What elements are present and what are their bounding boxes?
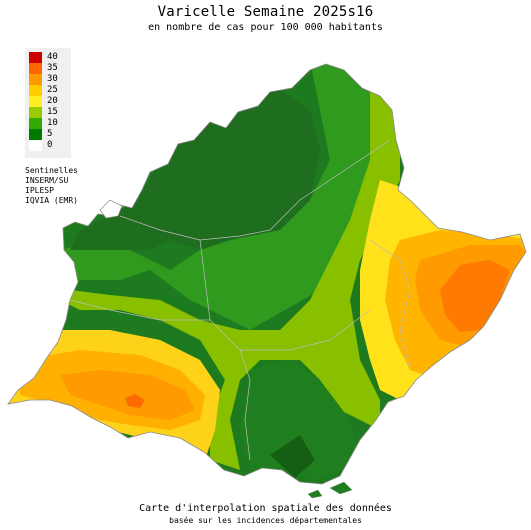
zone-light-green (60, 90, 400, 470)
zone-hotspot-east (440, 260, 510, 332)
zone-orange-west (60, 370, 195, 420)
legend-swatch-25 (29, 85, 42, 96)
legend-label-40: 40 (47, 52, 58, 62)
source-line: Sentinelles (25, 166, 78, 175)
legend-swatch-40 (29, 52, 42, 63)
data-sources: Sentinelles INSERM/SU IPLESP IQVIA (EMR) (25, 166, 78, 206)
legend-label-5: 5 (47, 129, 53, 139)
legend-label-25: 25 (47, 85, 58, 95)
footer-caption: Carte d'interpolation spatiale des donné… (139, 503, 392, 514)
color-legend: 40 35 30 25 20 15 10 5 0 (25, 48, 71, 158)
source-line: IPLESP (25, 186, 54, 195)
department-border (369, 239, 411, 371)
legend-label-35: 35 (47, 63, 58, 73)
department-border (119, 139, 391, 241)
island (307, 489, 323, 499)
zone-darkest-south (270, 435, 315, 478)
legend-swatch-30 (29, 74, 42, 85)
legend-label-20: 20 (47, 96, 58, 106)
legend-label-0: 0 (47, 140, 53, 150)
legend-swatch-35 (29, 63, 42, 74)
zone-dark-south (240, 360, 360, 480)
map-subtitle: en nombre de cas pour 100 000 habitants (148, 22, 383, 33)
region-outline (7, 63, 527, 485)
legend-swatch-5 (29, 129, 42, 140)
source-line: INSERM/SU (25, 176, 69, 185)
map-title: Varicelle Semaine 2025s16 (157, 4, 374, 20)
legend-swatch-0 (29, 140, 42, 151)
footer-subcaption: basée sur les incidences départementales (169, 516, 362, 525)
legend-label-10: 10 (47, 118, 58, 128)
legend-swatch-20 (29, 96, 42, 107)
source-line: IQVIA (EMR) (25, 196, 78, 205)
zone-hotspot-west (125, 394, 145, 408)
legend-swatch-10 (29, 118, 42, 129)
legend-label-15: 15 (47, 107, 58, 117)
enclave-outline (99, 199, 123, 219)
zone-medium-green (40, 64, 400, 330)
island (329, 481, 353, 495)
department-border (239, 349, 251, 461)
zone-dark-north (70, 90, 320, 250)
legend-label-30: 30 (47, 74, 58, 84)
department-border (69, 299, 210, 321)
legend-swatch-15 (29, 107, 42, 118)
incidence-zones (8, 64, 526, 484)
